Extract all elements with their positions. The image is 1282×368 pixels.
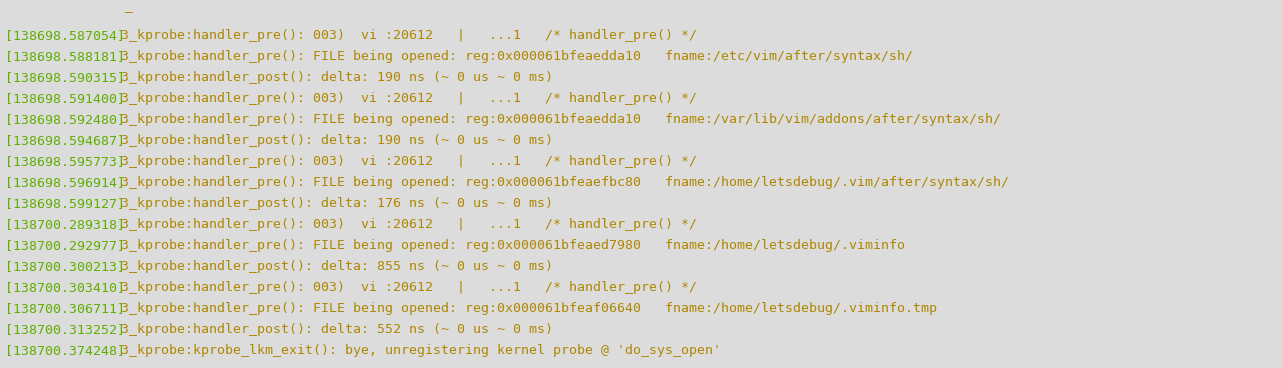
Text: 3_kprobe:handler_pre(): FILE being opened: reg:0x000061bfeaedda10   fname:/var/l: 3_kprobe:handler_pre(): FILE being opene… [113,113,1001,126]
Text: 3_kprobe:handler_post(): delta: 552 ns (~ 0 us ~ 0 ms): 3_kprobe:handler_post(): delta: 552 ns (… [113,323,553,336]
Text: [138698.596914]: [138698.596914] [5,176,126,189]
Text: 3_kprobe:handler_post(): delta: 190 ns (~ 0 us ~ 0 ms): 3_kprobe:handler_post(): delta: 190 ns (… [113,134,553,147]
Text: 3_kprobe:handler_pre(): FILE being opened: reg:0x000061bfeaedda10   fname:/etc/v: 3_kprobe:handler_pre(): FILE being opene… [113,50,913,63]
Text: [138700.303410]: [138700.303410] [5,281,126,294]
Text: 3_kprobe:handler_post(): delta: 176 ns (~ 0 us ~ 0 ms): 3_kprobe:handler_post(): delta: 176 ns (… [113,197,553,210]
Text: [138700.313252]: [138700.313252] [5,323,126,336]
Text: [138700.306711]: [138700.306711] [5,302,126,315]
Text: [138698.587054]: [138698.587054] [5,29,126,42]
Text: [138700.289318]: [138700.289318] [5,218,126,231]
Text: [138700.300213]: [138700.300213] [5,260,126,273]
Text: 3_kprobe:handler_pre(): FILE being opened: reg:0x000061bfeaefbc80   fname:/home/: 3_kprobe:handler_pre(): FILE being opene… [113,176,1009,189]
Text: 3_kprobe:handler_pre(): FILE being opened: reg:0x000061bfeaed7980   fname:/home/: 3_kprobe:handler_pre(): FILE being opene… [113,239,905,252]
Text: 3_kprobe:handler_pre(): 003)  vi :20612   |   ...1   /* handler_pre() */: 3_kprobe:handler_pre(): 003) vi :20612 |… [113,218,697,231]
Text: [138698.592480]: [138698.592480] [5,113,126,126]
Text: 3_kprobe:handler_post(): delta: 855 ns (~ 0 us ~ 0 ms): 3_kprobe:handler_post(): delta: 855 ns (… [113,260,553,273]
Text: 3_kprobe:kprobe_lkm_exit(): bye, unregistering kernel probe @ 'do_sys_open': 3_kprobe:kprobe_lkm_exit(): bye, unregis… [113,344,720,357]
Text: 3_kprobe:handler_pre(): 003)  vi :20612   |   ...1   /* handler_pre() */: 3_kprobe:handler_pre(): 003) vi :20612 |… [113,92,697,105]
Text: —: — [126,6,133,19]
Text: [138698.591400]: [138698.591400] [5,92,126,105]
Text: 3_kprobe:handler_pre(): 003)  vi :20612   |   ...1   /* handler_pre() */: 3_kprobe:handler_pre(): 003) vi :20612 |… [113,155,697,168]
Text: [138698.599127]: [138698.599127] [5,197,126,210]
Text: 3_kprobe:handler_pre(): FILE being opened: reg:0x000061bfeaf06640   fname:/home/: 3_kprobe:handler_pre(): FILE being opene… [113,302,937,315]
Text: [138700.374248]: [138700.374248] [5,344,126,357]
Text: [138698.595773]: [138698.595773] [5,155,126,168]
Text: [138698.590315]: [138698.590315] [5,71,126,84]
Text: [138700.292977]: [138700.292977] [5,239,126,252]
Text: [138698.594687]: [138698.594687] [5,134,126,147]
Text: 3_kprobe:handler_post(): delta: 190 ns (~ 0 us ~ 0 ms): 3_kprobe:handler_post(): delta: 190 ns (… [113,71,553,84]
Text: [138698.588181]: [138698.588181] [5,50,126,63]
Text: 3_kprobe:handler_pre(): 003)  vi :20612   |   ...1   /* handler_pre() */: 3_kprobe:handler_pre(): 003) vi :20612 |… [113,281,697,294]
Text: 3_kprobe:handler_pre(): 003)  vi :20612   |   ...1   /* handler_pre() */: 3_kprobe:handler_pre(): 003) vi :20612 |… [113,29,697,42]
